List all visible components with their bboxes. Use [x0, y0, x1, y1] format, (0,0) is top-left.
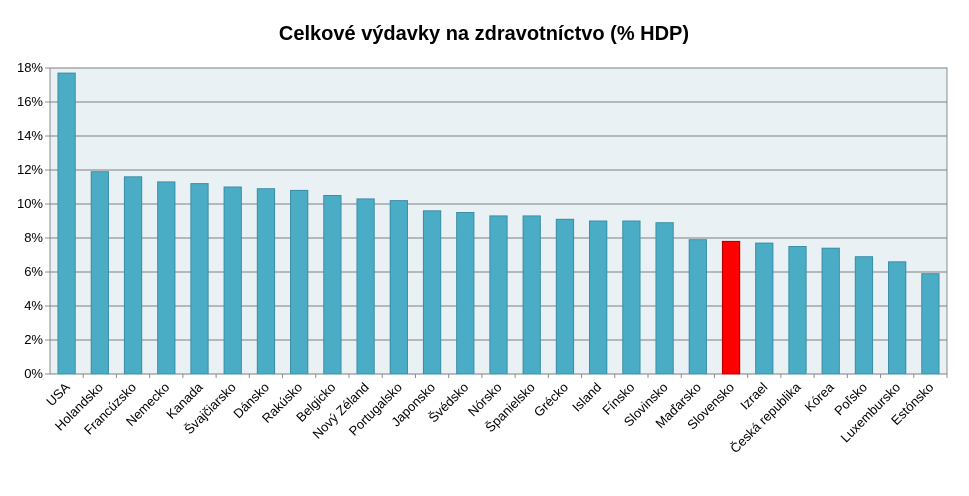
bar	[589, 220, 608, 375]
bar	[123, 176, 143, 375]
x-category-label: USA	[43, 379, 73, 409]
x-category-label: Island	[569, 380, 604, 415]
y-tick-label: 12%	[17, 162, 43, 177]
y-tick-label: 2%	[24, 332, 43, 347]
bar	[190, 183, 209, 375]
bar	[223, 186, 242, 375]
y-tick-label: 18%	[17, 60, 43, 75]
bar	[921, 273, 940, 375]
y-tick-label: 10%	[17, 196, 43, 211]
y-tick-label: 0%	[24, 366, 43, 381]
bar	[57, 72, 76, 375]
bar	[755, 242, 774, 375]
y-tick-label: 16%	[17, 94, 43, 109]
bar	[90, 171, 109, 375]
bar	[256, 188, 276, 375]
y-tick-label: 4%	[24, 298, 43, 313]
bar	[888, 261, 907, 375]
bar	[821, 247, 840, 375]
y-tick-label: 6%	[24, 264, 43, 279]
bar	[522, 215, 541, 375]
bar	[622, 220, 641, 375]
y-tick-label: 8%	[24, 230, 43, 245]
bar	[422, 210, 442, 375]
bar-highlighted	[721, 240, 741, 375]
bar	[389, 200, 408, 375]
bar	[788, 246, 807, 375]
x-category-label: Grécko	[531, 380, 571, 420]
bar	[356, 198, 375, 375]
chart-title: Celkové výdavky na zdravotníctvo (% HDP)	[279, 23, 689, 45]
bar	[655, 222, 674, 375]
bar	[854, 256, 874, 375]
bar	[456, 212, 475, 375]
y-tick-label: 14%	[17, 128, 43, 143]
bar	[688, 239, 707, 375]
bar	[489, 215, 508, 375]
bar	[290, 189, 309, 375]
bar	[323, 195, 342, 375]
bar	[157, 181, 176, 375]
bar	[555, 218, 575, 375]
